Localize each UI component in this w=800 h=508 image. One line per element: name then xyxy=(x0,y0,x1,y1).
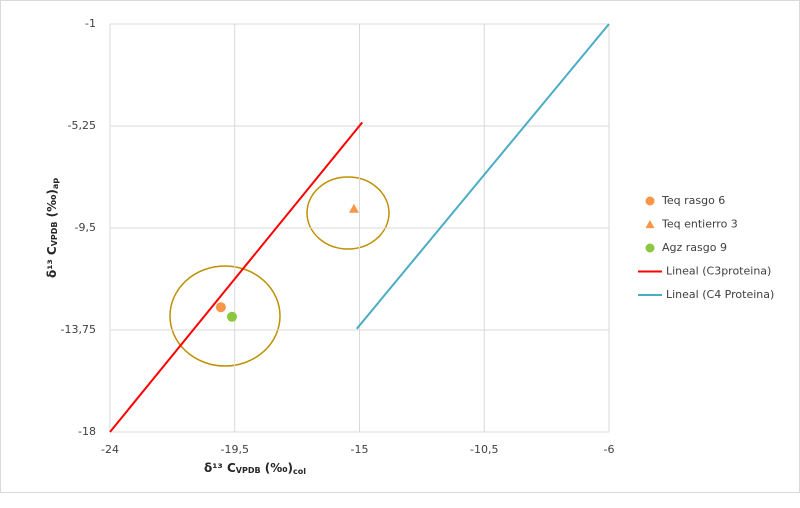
legend-label: Teq entierro 3 xyxy=(661,218,738,231)
x-tick-label: -6 xyxy=(604,443,615,456)
data-point xyxy=(226,311,237,322)
x-axis-title-part: δ¹³ C xyxy=(204,461,236,475)
y-tick-label: -1 xyxy=(85,17,96,30)
legend-label: Lineal (C4 Proteina) xyxy=(666,288,774,301)
highlight-ellipse xyxy=(169,265,281,367)
data-point xyxy=(348,203,359,213)
x-axis-title-part: VPDB xyxy=(236,466,261,475)
x-tick-label: -24 xyxy=(101,443,119,456)
y-axis-title-part: VPDB xyxy=(50,222,59,247)
x-axis-title-part: col xyxy=(293,467,306,476)
legend-label: Teq rasgo 6 xyxy=(661,194,725,207)
legend-label: Lineal (C3proteina) xyxy=(666,265,771,278)
legend-label: Agz rasgo 9 xyxy=(662,241,727,254)
legend-marker xyxy=(645,196,655,206)
x-tick-label: -19,5 xyxy=(221,443,249,456)
highlight-ellipse xyxy=(306,176,390,250)
trend-line xyxy=(109,121,364,433)
y-tick-label: -18 xyxy=(78,425,96,438)
y-axis-title-part: ap xyxy=(51,178,60,189)
y-axis-title-part: δ¹³ C xyxy=(45,246,59,278)
x-tick-label: -10,5 xyxy=(470,443,498,456)
x-axis-title: δ¹³ CVPDB (‰)col xyxy=(204,461,306,476)
y-tick-label: -9,5 xyxy=(75,221,96,234)
chart-frame xyxy=(0,0,800,493)
x-tick-label: -15 xyxy=(351,443,369,456)
trend-line xyxy=(355,23,610,330)
x-axis-title-part: (‰) xyxy=(261,461,293,475)
y-tick-label: -5,25 xyxy=(68,119,96,132)
legend-marker xyxy=(645,243,655,253)
legend-marker xyxy=(645,220,655,229)
data-point xyxy=(215,302,226,313)
y-axis-title: δ¹³ CVPDB (‰)ap xyxy=(45,178,60,278)
y-tick-label: -13,75 xyxy=(61,323,96,336)
y-axis-title-part: (‰) xyxy=(45,189,59,221)
